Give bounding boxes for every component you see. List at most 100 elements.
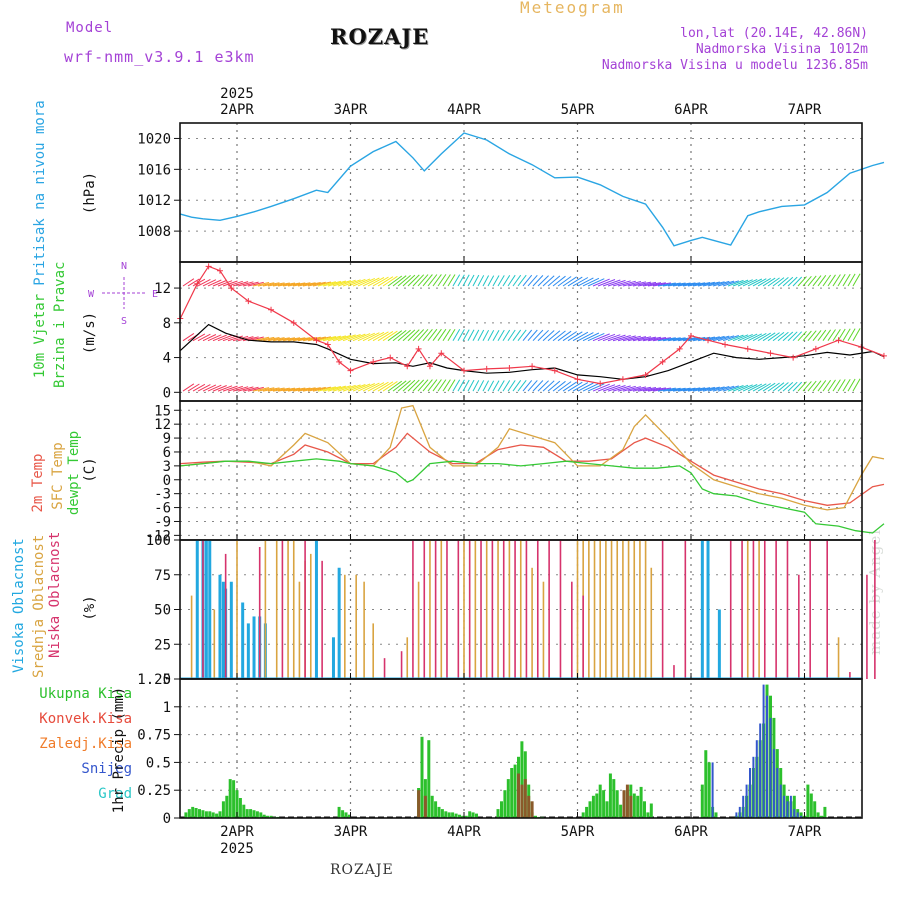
wind-arrow	[737, 333, 753, 342]
precip-total-bar	[215, 813, 219, 818]
wind-arrow	[292, 337, 311, 342]
precip-conv-bar	[523, 779, 527, 818]
precip-conv-bar	[520, 784, 524, 818]
precip-total-bar	[198, 809, 201, 818]
wind-arrow	[852, 378, 861, 392]
precip-total-bar	[447, 812, 451, 818]
temp-tick-label: 12	[154, 417, 171, 433]
wind-arrow	[782, 331, 794, 342]
wind-tick-label: 0	[163, 385, 171, 401]
wind-arrow	[202, 384, 217, 392]
wind-arrow	[772, 382, 785, 392]
wind-gust-marker	[767, 350, 774, 357]
wind-arrow	[777, 277, 789, 287]
wind-arrow	[692, 387, 711, 392]
precip-total-bar	[427, 740, 431, 818]
wind-gust-marker	[506, 364, 513, 371]
wind-arrow	[577, 382, 594, 392]
precip-snow-bar	[772, 749, 775, 818]
wind-arrow	[557, 276, 572, 287]
wind-arrow	[472, 274, 480, 287]
precip-snow-bar	[735, 812, 738, 818]
precip-snow-bar	[800, 815, 803, 818]
wind-arrow	[647, 387, 666, 392]
wind-arrow	[187, 383, 200, 392]
wind-arrow	[822, 329, 832, 341]
wind-arrow	[722, 335, 739, 342]
wind-arrow	[392, 275, 407, 287]
precip-total-bar	[704, 750, 708, 818]
wind-arrow	[782, 276, 794, 287]
wind-arrow	[692, 282, 711, 287]
lonlat-label: lon,lat (20.14E, 42.86N)	[680, 26, 868, 41]
precip-snow-bar	[742, 795, 745, 818]
wind-arrow	[307, 386, 326, 392]
precip-total-bar	[249, 809, 253, 818]
wind-arrow	[322, 335, 342, 342]
wind-arrow	[257, 336, 275, 342]
precip-total-bar	[820, 815, 823, 818]
precip-total-bar	[496, 809, 500, 818]
precip-total-bar	[444, 811, 448, 818]
wind-arrow	[327, 385, 347, 392]
wind-arrow	[802, 381, 812, 392]
wind-arrow	[587, 383, 605, 392]
wind-arrow	[762, 332, 776, 342]
temp-tick-label: 9	[163, 431, 171, 447]
wind-arrow	[327, 335, 347, 342]
wind-arrow	[807, 275, 817, 287]
wind-arrow	[582, 382, 600, 392]
wind-gust-marker	[347, 367, 354, 374]
wind-arrow	[477, 380, 485, 392]
precip-total-bar	[259, 812, 263, 818]
wind-arrow	[512, 274, 522, 287]
precip-total-bar	[513, 764, 517, 818]
wind-arrow	[487, 330, 495, 341]
compass-s: S	[121, 316, 127, 327]
wind-arrow	[472, 380, 480, 392]
wind-arrow	[772, 277, 785, 287]
precip-total-bar	[608, 773, 612, 818]
wind-arrow	[617, 280, 636, 287]
wind-arrow	[412, 379, 425, 392]
wind-arrow	[612, 280, 631, 287]
wind-arrow	[742, 384, 758, 392]
wind-arrow	[317, 336, 337, 342]
cloud-tick-label: 0	[163, 672, 171, 688]
wind-arrow	[357, 383, 376, 392]
bottom-day-label: 4APR	[447, 824, 481, 840]
wind-arrow	[587, 332, 605, 342]
wind-arrow	[492, 275, 500, 287]
wind-arrow	[217, 385, 233, 392]
wind-arrow	[502, 329, 511, 341]
precip-total-bar	[643, 801, 646, 818]
wind-arrow	[452, 379, 461, 392]
precip-total-bar	[534, 815, 537, 818]
precip-total-bar	[506, 779, 510, 818]
wind-gust-marker	[722, 341, 729, 348]
wind-gust-marker	[619, 376, 626, 383]
wind-arrow	[722, 280, 739, 287]
wind-arrow	[767, 382, 780, 392]
wind-arrow	[412, 329, 425, 342]
wind-arrow	[217, 334, 233, 342]
temp-tick-label: 0	[163, 473, 171, 489]
wind-arrow	[702, 281, 720, 287]
wind-arrow	[402, 379, 416, 392]
wind-arrow	[747, 333, 763, 342]
precip-snow-bar	[766, 695, 768, 818]
wind-arrow	[827, 329, 836, 341]
precip-total-bar	[347, 814, 351, 818]
wind-arrow	[542, 275, 555, 287]
precip-total-bar	[454, 813, 458, 818]
wind-arrow	[837, 274, 846, 287]
precip-frame	[179, 678, 863, 819]
precip-total-bar	[221, 801, 225, 818]
wind-arrow	[527, 274, 538, 287]
wind-arrow	[457, 329, 465, 341]
wind-arrow	[677, 337, 696, 342]
precip-total-bar	[612, 779, 616, 818]
wind-arrow	[337, 384, 356, 392]
precip-total-bar	[714, 812, 718, 818]
wind-gust-marker	[642, 371, 649, 378]
